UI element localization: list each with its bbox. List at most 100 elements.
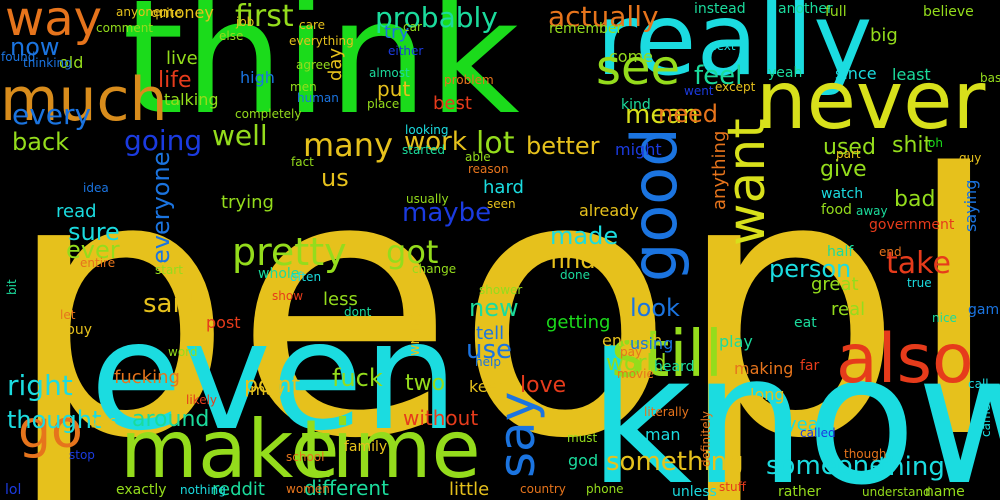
- word-thing: thing: [878, 452, 945, 482]
- word-thinking: thinking: [23, 56, 72, 70]
- word-old: old: [59, 53, 83, 72]
- word-except: except: [715, 80, 756, 94]
- word-give: give: [820, 157, 867, 182]
- word-take: take: [886, 246, 951, 281]
- word-put: put: [377, 77, 410, 101]
- word-know: know: [588, 316, 1000, 500]
- word-far: far: [800, 358, 820, 374]
- word-got: got: [386, 233, 438, 271]
- word-pay: pay: [620, 345, 642, 359]
- word-show: show: [272, 289, 303, 303]
- word-must: must: [567, 431, 598, 445]
- word-go: go: [18, 400, 83, 460]
- word-job: job: [235, 15, 254, 29]
- word-good: good: [618, 127, 691, 282]
- word-think: think: [122, 0, 520, 150]
- word-looking: looking: [405, 123, 449, 137]
- word-agree: agree: [296, 58, 330, 72]
- word-call: call: [968, 377, 989, 391]
- word-nothing: nothing: [180, 483, 226, 497]
- word-idea: idea: [83, 181, 109, 195]
- word-comment: comment: [96, 21, 153, 35]
- word-guy: guy: [959, 151, 981, 165]
- word-phone: phone: [586, 482, 624, 496]
- word-likely: likely: [186, 393, 217, 407]
- word-oh: oh: [928, 136, 943, 150]
- word-help: help: [475, 355, 501, 369]
- word-anything: anything: [709, 131, 730, 210]
- word-started: started: [402, 143, 445, 157]
- word-using: using: [630, 334, 673, 353]
- word-person: person: [769, 255, 851, 283]
- word-used: used: [823, 135, 876, 160]
- word-trying: trying: [221, 192, 274, 213]
- word-already: already: [579, 201, 639, 220]
- word-another: another: [778, 1, 833, 17]
- word-sure: sure: [68, 218, 120, 246]
- word-enough: enough: [602, 331, 662, 350]
- word-fucking: fucking: [114, 367, 180, 388]
- word-else: else: [219, 29, 243, 43]
- word-right: right: [7, 369, 73, 402]
- word-problem: problem: [444, 73, 494, 87]
- word-saying: saying: [961, 180, 980, 232]
- word-new: new: [469, 294, 519, 322]
- word-fact: fact: [291, 155, 314, 169]
- word-back: back: [12, 128, 69, 156]
- word-look: look: [630, 294, 680, 322]
- word-never: never: [756, 54, 985, 147]
- word-come: come: [609, 47, 653, 66]
- word-real: real: [831, 299, 865, 320]
- word-making: making: [734, 359, 793, 378]
- word-still: still: [611, 318, 723, 392]
- word-part: part: [836, 147, 861, 161]
- word-talking: talking: [164, 90, 219, 109]
- word-little: little: [449, 479, 489, 500]
- word-bad: bad: [894, 187, 935, 212]
- word-man: man: [645, 425, 681, 444]
- word-care: care: [299, 18, 325, 32]
- word-love: love: [520, 373, 566, 398]
- word-whole: whole: [258, 266, 299, 282]
- word-nice: nice: [932, 311, 957, 325]
- word-without: without: [403, 406, 478, 430]
- word-heard: heard: [654, 359, 694, 375]
- word-getting: getting: [546, 312, 610, 333]
- word-read: read: [56, 201, 97, 222]
- word-stuff: stuff: [719, 480, 747, 494]
- word-every: every: [12, 98, 91, 131]
- word-first: first: [235, 0, 294, 34]
- word-play: play: [719, 332, 753, 351]
- word-want: want: [717, 118, 777, 246]
- word-someone: someone: [766, 451, 885, 481]
- word-hard: hard: [483, 177, 524, 198]
- word-called: called: [800, 426, 836, 440]
- word-dont: dont: [344, 305, 372, 319]
- word-big: big: [870, 25, 898, 46]
- word-country: country: [520, 482, 566, 496]
- word-basically: basically: [980, 71, 1000, 85]
- word-maybe: maybe: [402, 198, 491, 228]
- word-live: live: [166, 48, 198, 69]
- word-free: free: [159, 261, 187, 277]
- word-shower: shower: [479, 283, 522, 297]
- word-say: say: [488, 392, 546, 478]
- word-either: either: [388, 44, 423, 58]
- word-life: life: [158, 68, 192, 93]
- word-try: try: [384, 22, 409, 43]
- word-time: time: [300, 403, 481, 496]
- word-even: even: [90, 290, 458, 464]
- word-seen: seen: [487, 197, 516, 211]
- word-great: great: [811, 274, 859, 295]
- word-movie: movie: [617, 367, 654, 381]
- word-rather: rather: [778, 484, 821, 500]
- word-way: way: [5, 0, 102, 47]
- word-reddit: reddit: [212, 479, 265, 500]
- word-since: since: [835, 64, 877, 83]
- word-place: place: [367, 97, 399, 111]
- word-said: said: [143, 289, 196, 319]
- word-also: also: [836, 320, 974, 399]
- word-people: people: [5, 98, 1000, 500]
- word-government: government: [869, 217, 955, 233]
- word-feel: feel: [694, 61, 742, 91]
